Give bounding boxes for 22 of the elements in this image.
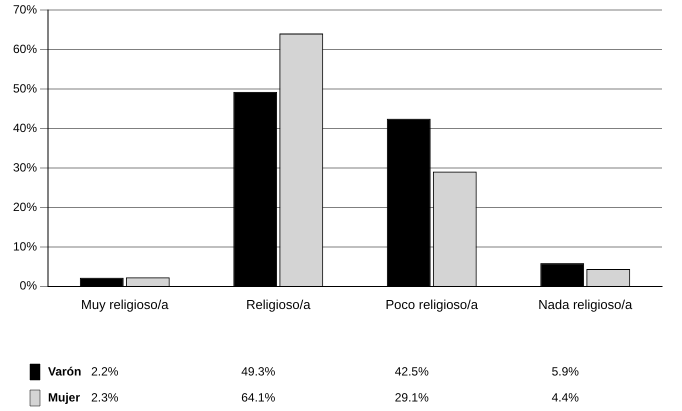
y-tick-label: 10% <box>12 239 38 254</box>
legend-label: Mujer <box>48 390 80 404</box>
legend-label: Varón <box>48 364 82 378</box>
data-label: 2.2% <box>91 364 119 378</box>
data-label: 29.1% <box>394 390 430 404</box>
y-tick-label: 70% <box>12 2 38 17</box>
y-tick-label: 30% <box>12 160 38 174</box>
y-tick-label: 60% <box>12 42 38 56</box>
y-tick-label: 40% <box>12 120 38 135</box>
y-tick-label: 20% <box>12 200 38 214</box>
data-label: 49.3% <box>241 364 276 378</box>
x-tick-label: Nada religioso/a <box>538 296 633 312</box>
x-tick-label: Religioso/a <box>246 296 312 312</box>
y-tick-label: 0% <box>20 278 38 293</box>
y-tick-label: 50% <box>12 81 38 96</box>
data-label: 64.1% <box>241 390 276 404</box>
data-label: 2.3% <box>91 390 119 404</box>
x-tick-label: Poco religioso/a <box>386 296 479 312</box>
data-label: 4.4% <box>552 390 580 404</box>
x-tick-label: Muy religioso/a <box>81 296 170 312</box>
data-label: 5.9% <box>552 364 580 378</box>
data-label: 42.5% <box>394 364 430 378</box>
